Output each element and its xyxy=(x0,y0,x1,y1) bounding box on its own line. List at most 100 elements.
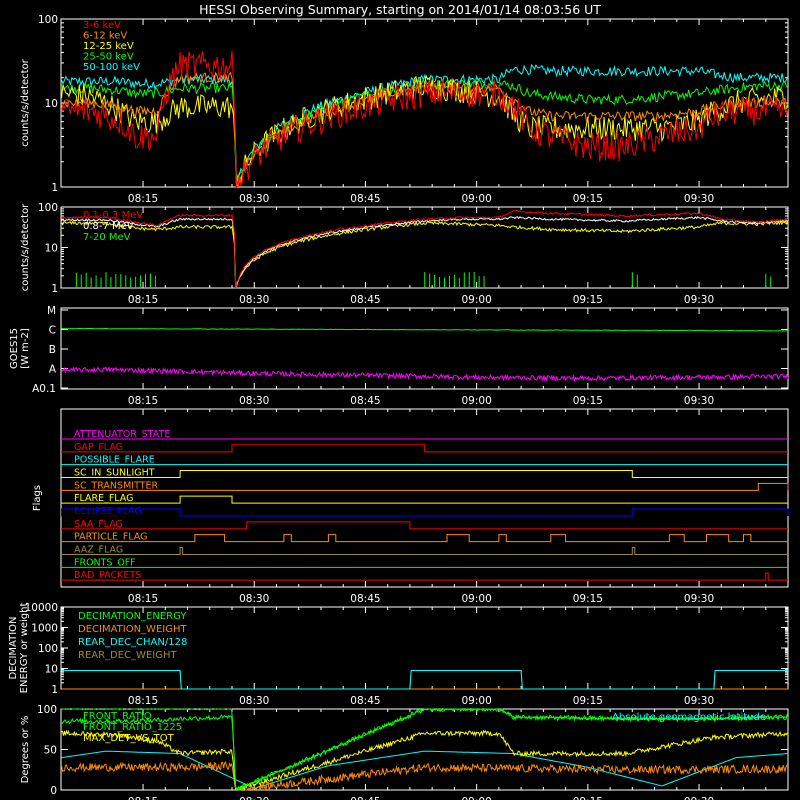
panel-hi: 08:15 08:30 08:45 09:00 09:15 09:30 1 10 100 coun… xyxy=(20,202,789,306)
legend-entry: 7-20 MeV xyxy=(83,232,131,243)
legend-entry: 0.8-7 MeV xyxy=(83,221,134,232)
legend-entry: REAR_DEC_WEIGHT xyxy=(78,650,177,661)
series-line-2 xyxy=(61,74,789,189)
series-line-0 xyxy=(61,209,789,289)
flag-label: SC_TRANSMITTER xyxy=(74,480,159,491)
x-tick-label: 09:00 xyxy=(462,593,492,605)
x-tick-label: 08:15 xyxy=(128,395,158,407)
legend-entry: 12-25 keV xyxy=(83,41,134,52)
flag-label: PARTICLE_FLAG xyxy=(74,532,147,543)
x-tick-label: 09:30 xyxy=(684,395,714,407)
flag-line xyxy=(61,521,788,530)
x-tick-label: 08:45 xyxy=(350,395,380,407)
y-axis-label: counts/s/detector xyxy=(20,203,31,291)
x-tick-label: 08:30 xyxy=(239,395,269,407)
x-tick-label: 09:30 xyxy=(684,695,714,707)
flag-label: AAZ_FLAG xyxy=(74,545,123,556)
y-axis-unit: [W m-2] xyxy=(20,328,31,369)
y-tick-label: 0 xyxy=(50,785,57,797)
series-line-1 xyxy=(61,71,789,184)
series-line-1 xyxy=(61,216,789,288)
x-tick-label: 08:45 xyxy=(350,796,380,800)
y-tick-label: M xyxy=(47,305,56,317)
series-line-0 xyxy=(61,50,789,188)
y-tick-label: 50 xyxy=(44,745,57,757)
x-tick-label: 09:15 xyxy=(573,593,603,605)
x-tick-label: 08:30 xyxy=(239,695,269,707)
x-tick-label: 09:00 xyxy=(462,193,492,205)
series-line-2 xyxy=(61,670,788,690)
y-axis-label: Degrees or % xyxy=(20,716,31,784)
series-line-1 xyxy=(61,366,789,383)
y-axis-label: Flags xyxy=(32,485,43,511)
flag-line xyxy=(61,534,788,543)
y-tick-label: 10 xyxy=(45,243,58,255)
legend-entry: 6-12 keV xyxy=(83,31,127,42)
x-tick-label: 09:30 xyxy=(684,796,714,800)
y-tick-label: 100 xyxy=(38,202,58,214)
series-line-2 xyxy=(61,729,789,791)
y-tick-label: 10 xyxy=(45,664,58,676)
x-tick-label: 08:15 xyxy=(128,193,158,205)
series-line-4 xyxy=(61,63,789,182)
legend-entry: DECIMATION_WEIGHT xyxy=(78,624,187,635)
annotation-label: Absolute geomagnetic latitude xyxy=(612,712,766,723)
legend-entry: 3-6 keV xyxy=(83,20,121,31)
x-tick-label: 08:15 xyxy=(128,294,158,306)
panel-flags: 08:15 08:30 08:45 09:00 09:15 09:30 Flags ATTEN… xyxy=(32,408,789,605)
y-tick-label: B xyxy=(49,344,56,356)
legend-entry: 25-50 keV xyxy=(83,52,134,63)
flag-label: SC_IN_SUNLIGHT xyxy=(74,468,155,479)
x-tick-label: 09:00 xyxy=(462,294,492,306)
y-tick-label: 100 xyxy=(37,704,57,716)
flag-line xyxy=(61,572,788,581)
series-line-0 xyxy=(61,708,789,791)
y-tick-label: 100 xyxy=(38,643,58,655)
y-tick-label: 1 xyxy=(51,283,58,295)
panel-frame xyxy=(60,408,789,588)
x-tick-label: 08:30 xyxy=(239,796,269,800)
x-tick-label: 09:15 xyxy=(573,193,603,205)
x-tick-label: 09:15 xyxy=(573,695,603,707)
flag-label: POSSIBLE_FLARE xyxy=(74,455,155,466)
panels: 08:15 08:30 08:45 09:00 09:15 09:30110100coun… xyxy=(8,14,789,800)
y-tick-label: 1 xyxy=(51,684,58,696)
x-tick-label: 08:15 xyxy=(128,695,158,707)
x-tick-label: 08:45 xyxy=(350,193,380,205)
flag-line xyxy=(61,482,789,491)
x-tick-label: 09:00 xyxy=(462,395,492,407)
legend-entry: DECIMATION_ENERGY xyxy=(78,611,187,622)
x-tick-label: 08:45 xyxy=(350,294,380,306)
series-line-3 xyxy=(61,760,788,792)
flag-line xyxy=(61,508,789,517)
flag-label: ATTENUATOR_STATE xyxy=(74,429,170,440)
legend-entry: 0.1-0.3 MeV xyxy=(83,210,143,221)
flag-label: SAA_FLAG xyxy=(74,519,123,530)
legend-entry: 50-100 keV xyxy=(83,62,140,73)
legend-entry: MAX_DET_VS_TOT xyxy=(83,733,175,744)
panel-lo: 08:15 08:30 08:45 09:00 09:15 09:30 1 10 100 coun… xyxy=(20,14,789,205)
x-tick-label: 09:00 xyxy=(462,695,492,707)
series-line-0 xyxy=(61,327,789,332)
panel-dec: 08:15 08:30 08:45 09:00 09:15 09:30 1 10 100 1000… xyxy=(8,602,789,707)
x-tick-label: 09:15 xyxy=(573,796,603,800)
x-tick-label: 08:30 xyxy=(239,593,269,605)
flag-label: ECLIPSE_FLAG xyxy=(74,506,142,517)
x-tick-label: 09:15 xyxy=(573,395,603,407)
x-tick-label: 09:30 xyxy=(684,294,714,306)
x-tick-label: 08:30 xyxy=(239,294,269,306)
plot-title: HESSI Observing Summary, starting on 201… xyxy=(199,2,601,17)
y-tick-label: 1 xyxy=(51,182,58,194)
flag-label: FRONTS_OFF xyxy=(74,557,136,568)
y-axis-label: counts/s/detector xyxy=(20,58,31,146)
panel-ratio: 08:15 08:30 08:45 09:00 09:15 09:30 0 50 100 Degr… xyxy=(20,704,789,800)
flag-line xyxy=(61,470,788,478)
flag-label: FLARE_FLAG xyxy=(74,493,134,504)
y-axis-label: ENERGY or weight xyxy=(19,603,30,694)
flag-line xyxy=(61,547,788,555)
x-tick-label: 08:45 xyxy=(350,695,380,707)
x-tick-label: 08:15 xyxy=(128,593,158,605)
flag-label: BAD_PACKETS xyxy=(74,570,141,581)
series-line-extra xyxy=(61,219,789,289)
